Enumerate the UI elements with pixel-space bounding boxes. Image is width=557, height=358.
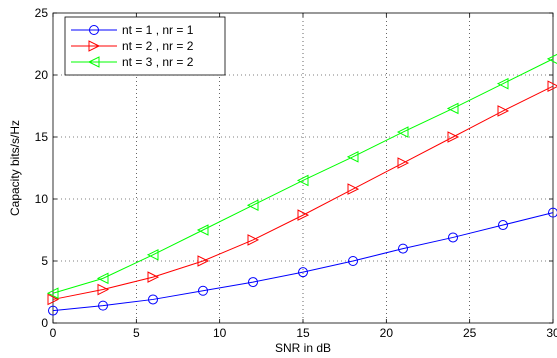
series-layer	[46, 53, 557, 316]
circle-marker	[398, 243, 408, 254]
series-line	[52, 58, 554, 294]
triangle-right-marker	[447, 131, 460, 143]
circle-marker	[198, 285, 208, 296]
legend: nt = 1 , nr = 1 nt = 2 , nr = 2 nt = 3 , n…	[64, 16, 226, 76]
triangle-left-marker	[346, 151, 359, 163]
x-tick-labels: 0 5 10 15 20 25 30	[50, 326, 557, 340]
series-line	[52, 85, 554, 300]
legend-label: nt = 1 , nr = 1	[122, 23, 194, 37]
triangle-left-marker	[446, 102, 459, 115]
y-tick-label: 15	[35, 130, 49, 144]
y-tick-label: 25	[35, 6, 49, 20]
x-tick-label: 30	[546, 326, 557, 340]
triangle-right-marker	[547, 80, 557, 92]
triangle-right-marker	[47, 293, 60, 306]
x-tick-label: 15	[296, 326, 310, 340]
triangle-right-marker	[88, 40, 101, 52]
x-tick-label: 0	[50, 326, 57, 340]
circle-marker	[148, 294, 158, 305]
triangle-right-marker	[197, 255, 210, 267]
circle-marker	[248, 277, 258, 288]
x-tick-label: 25	[463, 326, 477, 340]
triangle-right-marker	[347, 183, 360, 195]
grid-lines	[53, 13, 553, 323]
circle-marker	[89, 25, 99, 35]
x-axis-label: SNR in dB	[275, 341, 331, 355]
series-2	[47, 80, 557, 306]
circle-marker	[448, 232, 458, 243]
circle-marker	[498, 220, 508, 231]
triangle-right-marker	[397, 157, 410, 169]
triangle-right-marker	[297, 209, 310, 221]
y-tick-labels: 0 5 10 15 20 25	[35, 6, 49, 330]
x-tick-label: 20	[380, 326, 394, 340]
y-tick-label: 0	[41, 316, 48, 330]
circle-marker	[548, 207, 557, 218]
triangle-left-marker	[546, 53, 557, 64]
y-axis-label: Capacity bits/s/Hz	[8, 120, 22, 216]
triangle-right-marker	[247, 234, 260, 246]
triangle-left-marker	[87, 56, 100, 68]
triangle-left-marker	[396, 126, 409, 138]
triangle-left-marker	[46, 287, 59, 300]
y-tick-label: 20	[35, 68, 49, 82]
triangle-left-marker	[146, 248, 159, 261]
x-tick-label: 10	[213, 326, 227, 340]
legend-item: nt = 2 , nr = 2	[71, 39, 194, 53]
triangle-left-marker	[246, 199, 259, 212]
triangle-right-marker	[497, 105, 510, 117]
series-line	[52, 212, 554, 312]
triangle-left-marker	[496, 77, 509, 90]
circle-marker	[98, 300, 108, 311]
legend-label: nt = 3 , nr = 2	[122, 55, 194, 69]
triangle-left-marker	[96, 272, 109, 285]
triangle-left-marker	[196, 224, 209, 236]
triangle-right-marker	[147, 271, 160, 283]
series-1	[48, 207, 557, 316]
circle-marker	[298, 267, 308, 278]
circle-marker	[348, 256, 358, 266]
axis-ticks	[52, 12, 554, 324]
series-3	[46, 53, 557, 300]
legend-item: nt = 3 , nr = 2	[71, 55, 194, 69]
triangle-right-marker	[97, 283, 110, 296]
triangle-left-marker	[296, 174, 309, 187]
legend-label: nt = 2 , nr = 2	[122, 39, 194, 53]
y-tick-label: 5	[41, 254, 48, 268]
x-tick-label: 5	[133, 326, 140, 340]
y-tick-label: 10	[35, 192, 49, 206]
legend-item: nt = 1 , nr = 1	[71, 23, 194, 37]
circle-marker	[48, 305, 58, 316]
